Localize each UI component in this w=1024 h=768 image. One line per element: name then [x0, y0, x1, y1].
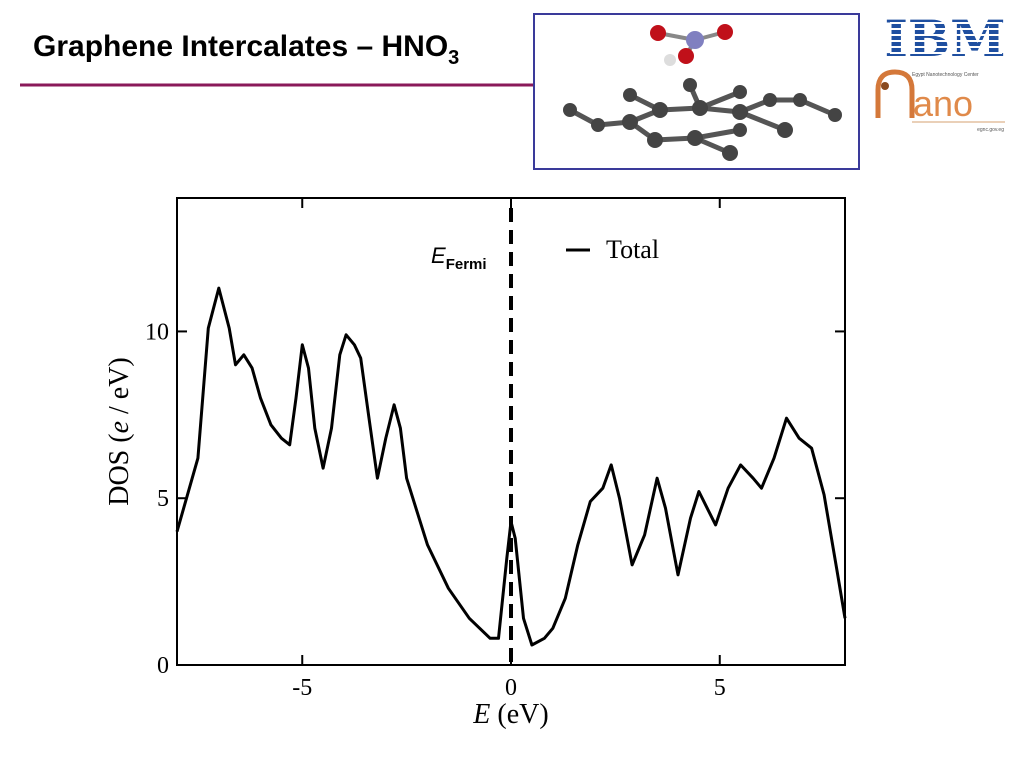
- y-label-b: e: [104, 421, 135, 433]
- fermi-symbol: E: [431, 243, 446, 268]
- x-label-unit: (eV): [490, 699, 548, 730]
- series-line: [175, 286, 847, 647]
- nano-site: egnc.gov.eg: [977, 127, 1004, 133]
- fermi-label: EFermi: [431, 243, 487, 273]
- y-tick-label: 5: [157, 486, 169, 512]
- x-label-symbol: E: [472, 699, 490, 730]
- fermi-sub: Fermi: [446, 256, 487, 273]
- x-tick-label: -5: [292, 675, 312, 701]
- legend-label: Total: [606, 235, 659, 264]
- title-subscript: 3: [448, 47, 459, 69]
- ibm-logo: IBM: [885, 9, 1006, 68]
- nano-text: ano: [913, 83, 973, 124]
- y-tick-label: 10: [145, 319, 169, 345]
- title-text: Graphene Intercalates – HNO: [33, 30, 448, 63]
- y-label-a: DOS (: [104, 433, 135, 505]
- y-label-c: / eV): [104, 357, 135, 421]
- ibm-text: IBM: [885, 9, 1006, 68]
- y-axis-label: DOS (e / eV): [104, 357, 135, 506]
- nano-logo: ano Egypt Nanotechnology Center egnc.gov…: [875, 69, 1005, 133]
- x-axis-label: E (eV): [472, 699, 548, 730]
- slide-title: Graphene Intercalates – HNO3: [33, 30, 459, 69]
- x-tick-label: 5: [714, 675, 726, 701]
- x-tick-label: 0: [505, 675, 517, 701]
- y-tick-label: 0: [157, 653, 169, 679]
- molecule-image: [533, 13, 860, 170]
- nano-center: Egypt Nanotechnology Center: [912, 72, 979, 78]
